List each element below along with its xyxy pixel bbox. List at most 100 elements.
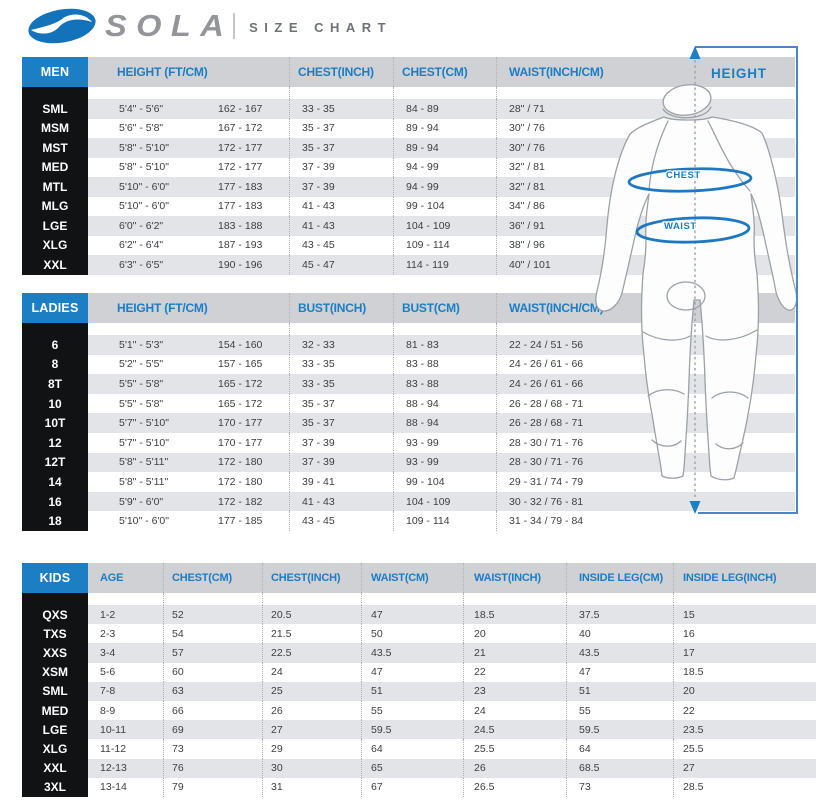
cell: 76 [163,758,262,778]
table-header-row: LADIES HEIGHT (FT/CM) BUST(INCH) BUST(CM) WA… [22,293,795,323]
cell: 6'2" - 6'4" [119,239,164,252]
cell: 94 - 99 [393,177,496,197]
cell: 172 - 180 [218,456,263,469]
cell: 11-12 [100,742,127,755]
cell: 35 - 37 [289,413,393,433]
size-label: MTL [22,177,88,197]
cell: 177 - 183 [218,200,263,213]
cell: 172 - 180 [218,475,263,488]
cell: 37 - 39 [289,452,393,473]
table-row: MTL 5'10" - 6'0" 177 - 183 37 - 39 94 - 99 32… [22,177,795,197]
table-row: XSM 5-6 60 24 47 22 47 18.5 [22,662,816,682]
cell: 20.5 [262,605,361,625]
cell: 5'4" - 5'6" [119,102,164,115]
cell: 104 - 109 [393,216,496,236]
column-header: INSIDE LEG(INCH) [673,563,816,593]
cell: 24 [463,700,566,721]
cell: 5'5" - 5'8" [119,377,164,390]
cell: 81 - 83 [393,335,496,355]
cell: 63 [163,681,262,701]
cell: 5'8" - 5'10" [119,141,169,154]
size-label: 16 [22,491,88,512]
table-row: 14 5'8" - 5'11" 172 - 180 39 - 41 99 - 104 29… [22,472,795,492]
cell: 5'10" - 6'0" [119,180,169,193]
cell: 30 [262,758,361,778]
table-row: 18 5'10" - 6'0" 177 - 185 43 - 45 109 - 114 3… [22,511,795,531]
table-row: MLG 5'10" - 6'0" 177 - 183 41 - 43 99 - 104 3… [22,196,795,216]
cell: 64 [361,739,463,759]
cell: 5'7" - 5'10" [119,436,169,449]
size-column-spacer [22,323,88,335]
cell: 41 - 43 [289,216,393,236]
size-label: 3XL [22,777,88,797]
cell: 99 - 104 [393,472,496,492]
size-label: 6 [22,335,88,355]
cell: 47 [361,605,463,625]
table-row: LGE 6'0" - 6'2" 183 - 188 41 - 43 104 - 109 3… [22,216,795,236]
table-row: 6 5'1" - 5'3" 154 - 160 32 - 33 81 - 83 22 - … [22,335,795,355]
cell: 67 [361,777,463,797]
cell: 165 - 172 [218,397,263,410]
cell: 109 - 114 [393,235,496,255]
column-header: CHEST(CM) [163,563,262,593]
cell: 154 - 160 [218,338,263,351]
cell: 28 - 30 / 71 - 76 [496,432,795,453]
column-header: CHEST(INCH) [262,563,361,593]
size-label: XSM [22,662,88,682]
cell: 55 [361,700,463,721]
cell: 109 - 114 [393,511,496,531]
cell: 28 - 30 / 71 - 76 [496,452,795,473]
cell: 52 [163,605,262,625]
cell: 24 - 26 / 61 - 66 [496,354,795,375]
cell: 5'6" - 5'8" [119,122,164,135]
cell: 114 - 119 [393,255,496,275]
column-header: BUST(INCH) [289,293,393,323]
cell: 43.5 [361,643,463,663]
cell: 170 - 177 [218,417,263,430]
cell: 33 - 35 [289,354,393,375]
column-header: WAIST(INCH) [463,563,566,593]
column-header: AGE [88,563,163,593]
cell: 66 [163,700,262,721]
size-column-spacer [22,87,88,99]
ladies-size-table: LADIES HEIGHT (FT/CM) BUST(INCH) BUST(CM) WA… [22,293,795,531]
size-label: 14 [22,472,88,492]
cell: 38" / 96 [496,235,795,255]
cell: 5'10" - 6'0" [119,515,169,528]
cell: 167 - 172 [218,122,263,135]
cell: 15 [673,605,816,625]
men-size-table: MEN HEIGHT (FT/CM) CHEST(INCH) CHEST(CM) WAI… [22,57,795,275]
size-label: 18 [22,511,88,531]
cell: 157 - 165 [218,358,263,371]
cell: 88 - 94 [393,393,496,414]
logo-divider [233,13,236,39]
tab-ladies: LADIES [22,293,88,323]
table-row: 12T 5'8" - 5'11" 172 - 180 37 - 39 93 - 99 28… [22,452,795,473]
cell: 41 - 43 [289,491,393,512]
cell: 104 - 109 [393,491,496,512]
brand-logo: SOLA SIZE CHART [25,4,392,48]
cell: 20 [673,681,816,701]
cell: 30 - 32 / 76 - 81 [496,491,795,512]
cell: 99 - 104 [393,196,496,216]
cell: 25 [262,681,361,701]
header-gap-row [22,87,795,99]
cell: 88 - 94 [393,413,496,433]
cell: 183 - 188 [218,219,263,232]
cell: 24 - 26 / 61 - 66 [496,374,795,394]
column-header: BUST(CM) [393,293,496,323]
sola-s-logo-icon [28,8,96,44]
cell: 31 [262,777,361,797]
cell: 170 - 177 [218,436,263,449]
table-row: 12 5'7" - 5'10" 170 - 177 37 - 39 93 - 99 28 … [22,432,795,453]
column-header: WAIST(INCH/CM) [496,57,795,87]
cell: 2-3 [100,627,116,640]
cell: 27 [673,758,816,778]
cell: 24 [262,662,361,682]
cell: 32" / 81 [496,157,795,177]
cell: 18.5 [673,662,816,682]
cell: 172 - 177 [218,161,263,174]
cell: 39 - 41 [289,472,393,492]
cell: 172 - 177 [218,141,263,154]
cell: 10-11 [100,723,127,736]
